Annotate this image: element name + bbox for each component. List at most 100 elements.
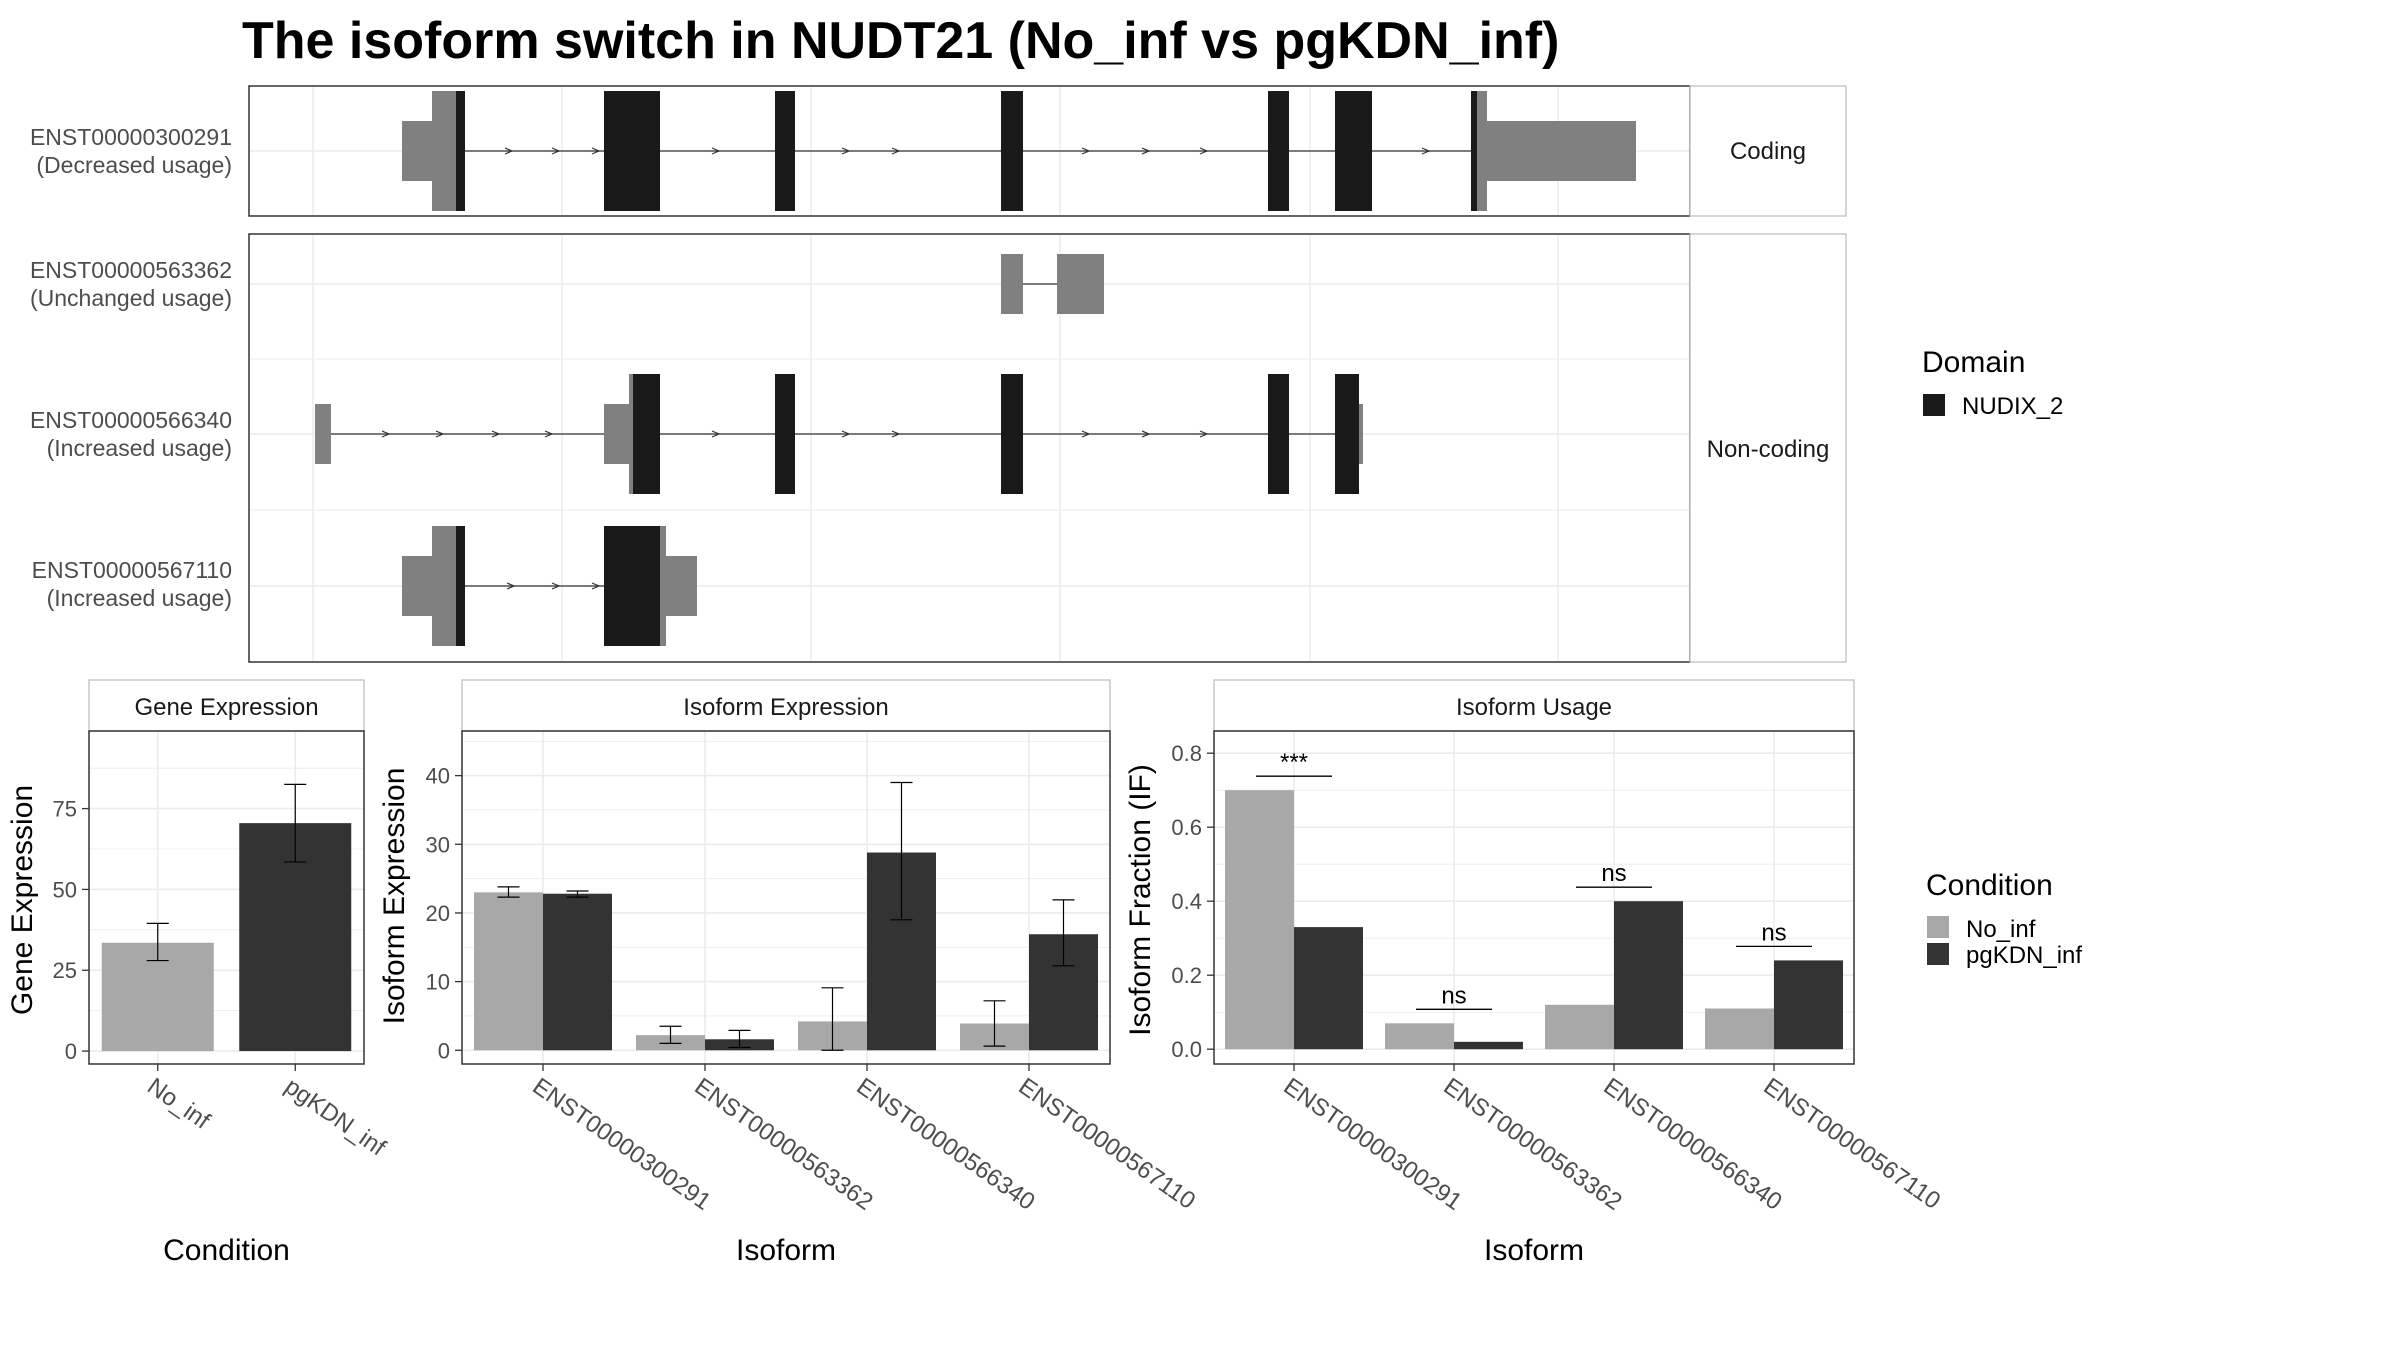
t3-utr-5b bbox=[604, 404, 629, 464]
chart-2-frame bbox=[1213, 730, 1855, 1065]
isoform-expression-strip-label: Isoform Expression bbox=[683, 694, 888, 721]
chart-2-ytick-label-4: 0.8 bbox=[1171, 741, 1202, 766]
t3-intron-arrow-0 bbox=[381, 430, 391, 438]
condition-legend-swatch-pgkdn-inf bbox=[1927, 943, 1949, 965]
t3-intron-arrow-8 bbox=[1141, 430, 1151, 438]
chart-2-ytick-label-0: 0.0 bbox=[1171, 1037, 1202, 1062]
t3-exon-6 bbox=[1335, 374, 1359, 494]
transcript-label-3-usage: (Increased usage) bbox=[47, 435, 232, 461]
structure-tracks bbox=[315, 91, 1636, 646]
noncoding-panel-bg bbox=[248, 233, 1691, 663]
chart-2-bar-0-2 bbox=[1545, 1004, 1614, 1050]
transcript-label-4-id: ENST00000567110 bbox=[32, 557, 232, 583]
chart-0-xtick-label-1: pgKDN_inf bbox=[280, 1073, 391, 1162]
chart-2-sig-label-0: *** bbox=[1280, 749, 1308, 776]
t4-utr-5a bbox=[402, 556, 432, 616]
t4-utr-3b bbox=[666, 556, 697, 616]
condition-legend-swatch-no-inf bbox=[1927, 916, 1949, 938]
chart-1-ytick-label-2: 20 bbox=[426, 901, 450, 926]
chart-1-xtick-label-1: ENST00000563362 bbox=[690, 1073, 878, 1216]
t3-intron-arrow-9 bbox=[1199, 430, 1209, 438]
t1-intron-arrow-5 bbox=[891, 147, 901, 155]
t3-exon-3 bbox=[775, 374, 795, 494]
chart-2-bar-1-1 bbox=[1454, 1041, 1523, 1050]
t3-exon-4 bbox=[1001, 374, 1023, 494]
chart-1-xtick-label-2: ENST00000566340 bbox=[852, 1073, 1040, 1216]
t3-intron-arrow-6 bbox=[891, 430, 901, 438]
condition-legend: Condition No_inf pgKDN_inf bbox=[1926, 869, 2082, 969]
condition-legend-entry-no-inf: No_inf bbox=[1966, 916, 2036, 943]
chart-0-ytick-label-3: 75 bbox=[53, 797, 77, 822]
t3-utr-3 bbox=[1359, 404, 1363, 464]
t4-exon-1 bbox=[456, 526, 465, 646]
t1-intron-arrow-6 bbox=[1081, 147, 1091, 155]
t1-utr-3b bbox=[1487, 121, 1636, 181]
t1-intron-arrow-4 bbox=[841, 147, 851, 155]
chart-2-plot: ***nsnsns0.00.20.40.60.8ENST00000300291E… bbox=[1171, 730, 1945, 1216]
isoform-usage-strip-label: Isoform Usage bbox=[1456, 694, 1612, 721]
gene-expression-strip bbox=[88, 679, 365, 732]
t1-intron-arrow-9 bbox=[1421, 147, 1431, 155]
t3-intron-arrow-3 bbox=[544, 430, 554, 438]
isoform-expression-strip bbox=[461, 679, 1111, 732]
t1-exon-7 bbox=[1471, 91, 1477, 211]
t3-intron-arrow-1 bbox=[435, 430, 445, 438]
t1-exon-5 bbox=[1268, 91, 1289, 211]
chart-1-bar-0-0 bbox=[474, 892, 543, 1051]
facet-label-coding: Coding bbox=[1730, 138, 1806, 165]
t3-intron-arrow-2 bbox=[491, 430, 501, 438]
transcript-label-2-id: ENST00000563362 bbox=[30, 257, 232, 283]
t1-exon-6 bbox=[1335, 91, 1372, 211]
t1-intron-arrow-3 bbox=[711, 147, 721, 155]
t3-utr-5c bbox=[629, 374, 633, 494]
t1-intron-arrow-0 bbox=[504, 147, 514, 155]
t3-intron-arrow-7 bbox=[1081, 430, 1091, 438]
chart-0-ytick-label-2: 50 bbox=[53, 877, 77, 902]
isoform-expression-ylabel: Isoform Expression bbox=[378, 768, 411, 1025]
t1-intron-arrow-8 bbox=[1199, 147, 1209, 155]
figure-title: The isoform switch in NUDT21 (No_inf vs … bbox=[242, 12, 1559, 70]
chart-2-bar-1-0 bbox=[1294, 927, 1363, 1050]
chart-0-ytick-label-0: 0 bbox=[65, 1039, 77, 1064]
domain-legend-entry: NUDIX_2 bbox=[1962, 393, 2063, 420]
chart-2-ytick-label-1: 0.2 bbox=[1171, 963, 1202, 988]
gene-expression-strip-label: Gene Expression bbox=[134, 694, 318, 721]
chart-2-bar-0-1 bbox=[1385, 1023, 1454, 1050]
chart-1-plot: 010203040ENST00000300291ENST00000563362E… bbox=[426, 730, 1201, 1216]
chart-1-ytick-label-4: 40 bbox=[426, 764, 450, 789]
isoform-usage-ylabel: Isoform Fraction (IF) bbox=[1124, 764, 1157, 1036]
chart-2-sig-label-3: ns bbox=[1761, 919, 1786, 946]
t4-exon-2 bbox=[604, 526, 660, 646]
chart-2-ytick-label-2: 0.4 bbox=[1171, 889, 1202, 914]
transcript-label-1-usage: (Decreased usage) bbox=[36, 152, 232, 178]
gene-expression-panel: Gene Expression Condition Gene Expressio… bbox=[6, 679, 365, 1267]
coding-strip bbox=[1689, 85, 1847, 217]
gene-expression-xlabel: Condition bbox=[163, 1234, 290, 1267]
t1-utr-5a bbox=[402, 121, 432, 181]
chart-2-sig-label-1: ns bbox=[1441, 982, 1466, 1009]
t3-exon-5 bbox=[1268, 374, 1289, 494]
t4-utr-3a bbox=[660, 526, 666, 646]
transcript-label-3-id: ENST00000566340 bbox=[30, 407, 232, 433]
chart-1-xtick-label-3: ENST00000567110 bbox=[1014, 1073, 1201, 1215]
t3-intron-arrow-5 bbox=[841, 430, 851, 438]
chart-2-sig-label-2: ns bbox=[1601, 860, 1626, 887]
transcript-structure-panel: Coding Non-coding ENST00000300291 (Decre… bbox=[30, 85, 1847, 663]
t4-intron-arrow-2 bbox=[591, 582, 601, 590]
isoform-expression-xlabel: Isoform bbox=[736, 1234, 836, 1267]
gene-expression-ylabel: Gene Expression bbox=[6, 785, 39, 1015]
t3-exon-2 bbox=[633, 374, 660, 494]
chart-1-bar-1-0 bbox=[543, 893, 612, 1051]
chart-2-bar-0-3 bbox=[1705, 1008, 1774, 1050]
domain-legend-swatch bbox=[1923, 394, 1945, 416]
t3-utr-5 bbox=[315, 404, 331, 464]
facet-label-noncoding: Non-coding bbox=[1707, 436, 1830, 463]
chart-0-xtick-label-0: No_inf bbox=[142, 1073, 215, 1135]
t2-exon-1 bbox=[1001, 254, 1023, 314]
chart-1-ytick-label-0: 0 bbox=[438, 1038, 450, 1063]
t2-exon-2 bbox=[1057, 254, 1104, 314]
t1-intron-arrow-7 bbox=[1141, 147, 1151, 155]
chart-2-ytick-label-3: 0.6 bbox=[1171, 815, 1202, 840]
chart-1-ytick-label-1: 10 bbox=[426, 970, 450, 995]
chart-0-plot: 0 25 50 75 No_inf pgKDN_inf bbox=[53, 730, 391, 1162]
